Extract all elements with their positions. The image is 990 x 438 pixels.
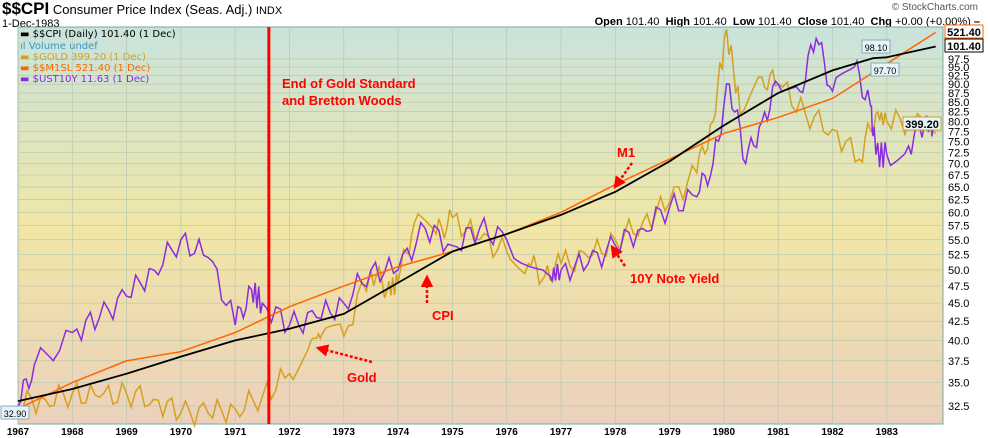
x-tick-label: 1979	[658, 427, 681, 438]
x-tick-label: 1978	[604, 427, 627, 438]
y-tick-label: 40.0	[948, 335, 969, 347]
legend-ust10y: ▬ $UST10Y 11.63 (1 Dec)	[20, 74, 150, 85]
price-label: 399.20	[905, 119, 939, 131]
y-tick-label: 87.5	[948, 88, 969, 100]
legend-gold: ▬ $GOLD 399.20 (1 Dec)	[20, 52, 146, 63]
price-label: 101.40	[947, 41, 981, 53]
y-tick-label: 60.0	[948, 207, 969, 219]
y-tick-label: 62.5	[948, 194, 969, 206]
y-tick-label: 45.0	[948, 298, 969, 310]
y-tick-label: 85.0	[948, 97, 969, 109]
brand-watermark: © StockCharts.com	[891, 2, 978, 13]
close-label: Close	[797, 16, 828, 28]
price-label-box	[0, 405, 30, 420]
y-tick-label: 50.0	[948, 265, 969, 277]
annotation-label: 10Y Note Yield	[630, 271, 719, 286]
x-tick-label: 1980	[713, 427, 736, 438]
x-tick-label: 1969	[115, 427, 138, 438]
low-label: Low	[732, 16, 755, 28]
price-label: 97.70	[874, 66, 897, 76]
x-tick-label: 1977	[550, 427, 573, 438]
legend-text: $UST10Y 11.63 (1 Dec)	[32, 74, 150, 85]
annotation-arrow	[315, 344, 373, 364]
y-tick-label: 70.0	[948, 159, 969, 171]
series-line-ust10y	[17, 35, 937, 407]
close-value: 101.40	[830, 16, 865, 28]
x-tick-label: 1982	[821, 427, 844, 438]
chart-title: $$CPI Consumer Price Index (Seas. Adj.) …	[2, 0, 282, 20]
legend-cpi: ▬ $$CPI (Daily) 101.40 (1 Dec)	[20, 29, 176, 40]
y-tick-label: 97.5	[948, 54, 969, 66]
x-tick-label: 1967	[7, 427, 30, 438]
ohlc-readout: Open 101.40 High 101.40 Low 101.40 Close…	[594, 16, 980, 28]
y-tick-label: 42.5	[948, 316, 969, 328]
y-tick-label: 57.5	[948, 221, 969, 233]
legend-m1: ▬ $$M1SL 521.40 (1 Dec)	[20, 63, 151, 74]
x-tick-label: 1983	[876, 427, 899, 438]
price-label-box	[861, 39, 891, 54]
legend-text: $$M1SL 521.40 (1 Dec)	[32, 63, 151, 74]
x-tick-label: 1971	[224, 427, 247, 438]
y-tick-label: 75.0	[948, 137, 969, 149]
y-tick-label: 92.5	[948, 70, 969, 82]
y-tick-label: 67.5	[948, 170, 969, 182]
legend-text: Volume undef	[28, 41, 98, 52]
x-tick-label: 1975	[441, 427, 464, 438]
exchange: INDX	[255, 5, 283, 17]
low-value: 101.40	[757, 16, 792, 28]
price-label: 521.40	[947, 27, 981, 39]
y-tick-label: 82.5	[948, 107, 969, 119]
x-tick-label: 1976	[496, 427, 519, 438]
high-label: High	[665, 16, 691, 28]
y-tick-label: 35.0	[948, 378, 969, 390]
legend-text: $$CPI (Daily) 101.40 (1 Dec)	[32, 29, 176, 40]
y-tick-label: 90.0	[948, 79, 969, 91]
annotation-label: Gold	[347, 370, 377, 385]
annotation-arrow	[610, 244, 627, 267]
y-tick-label: 72.5	[948, 147, 969, 159]
chg-label: Chg	[870, 16, 892, 28]
price-label-box	[902, 116, 942, 131]
price-label-box	[944, 38, 984, 53]
x-tick-label: 1968	[61, 427, 84, 438]
legend-volume: ıl Volume undef	[20, 41, 98, 52]
y-tick-label: 55.0	[948, 235, 969, 247]
series-line-cpi	[17, 45, 936, 403]
high-value: 101.40	[693, 16, 727, 28]
open-label: Open	[594, 16, 623, 28]
price-label: 98.10	[865, 43, 888, 53]
x-tick-label: 1974	[387, 427, 410, 438]
x-tick-label: 1972	[278, 427, 301, 438]
y-tick-label: 77.5	[948, 126, 969, 138]
price-label-box	[870, 62, 900, 77]
symbol-name: Consumer Price Index (Seas. Adj.)	[52, 2, 253, 17]
x-tick-label: 1970	[170, 427, 193, 438]
x-tick-label: 1981	[767, 427, 790, 438]
annotation-label: and Bretton Woods	[282, 93, 402, 108]
symbol: $$CPI	[2, 0, 50, 18]
y-tick-label: 65.0	[948, 182, 969, 194]
price-label: 32.90	[4, 409, 27, 419]
y-tick-label: 32.5	[948, 401, 969, 413]
series-line-gold	[17, 29, 937, 429]
x-tick-label: 1973	[333, 427, 356, 438]
y-tick-label: 37.5	[948, 356, 969, 368]
legend-text: $GOLD 399.20 (1 Dec)	[32, 52, 146, 63]
annotation-label: M1	[617, 145, 635, 160]
price-label-box	[944, 24, 984, 39]
annotation-label: End of Gold Standard	[282, 76, 416, 91]
y-tick-label: 52.5	[948, 249, 969, 261]
y-tick-label: 80.0	[948, 116, 969, 128]
annotation-label: CPI	[432, 308, 454, 323]
y-tick-label: 47.5	[948, 281, 969, 293]
y-tick-label: 95.0	[948, 62, 969, 74]
open-value: 101.40	[625, 16, 660, 28]
